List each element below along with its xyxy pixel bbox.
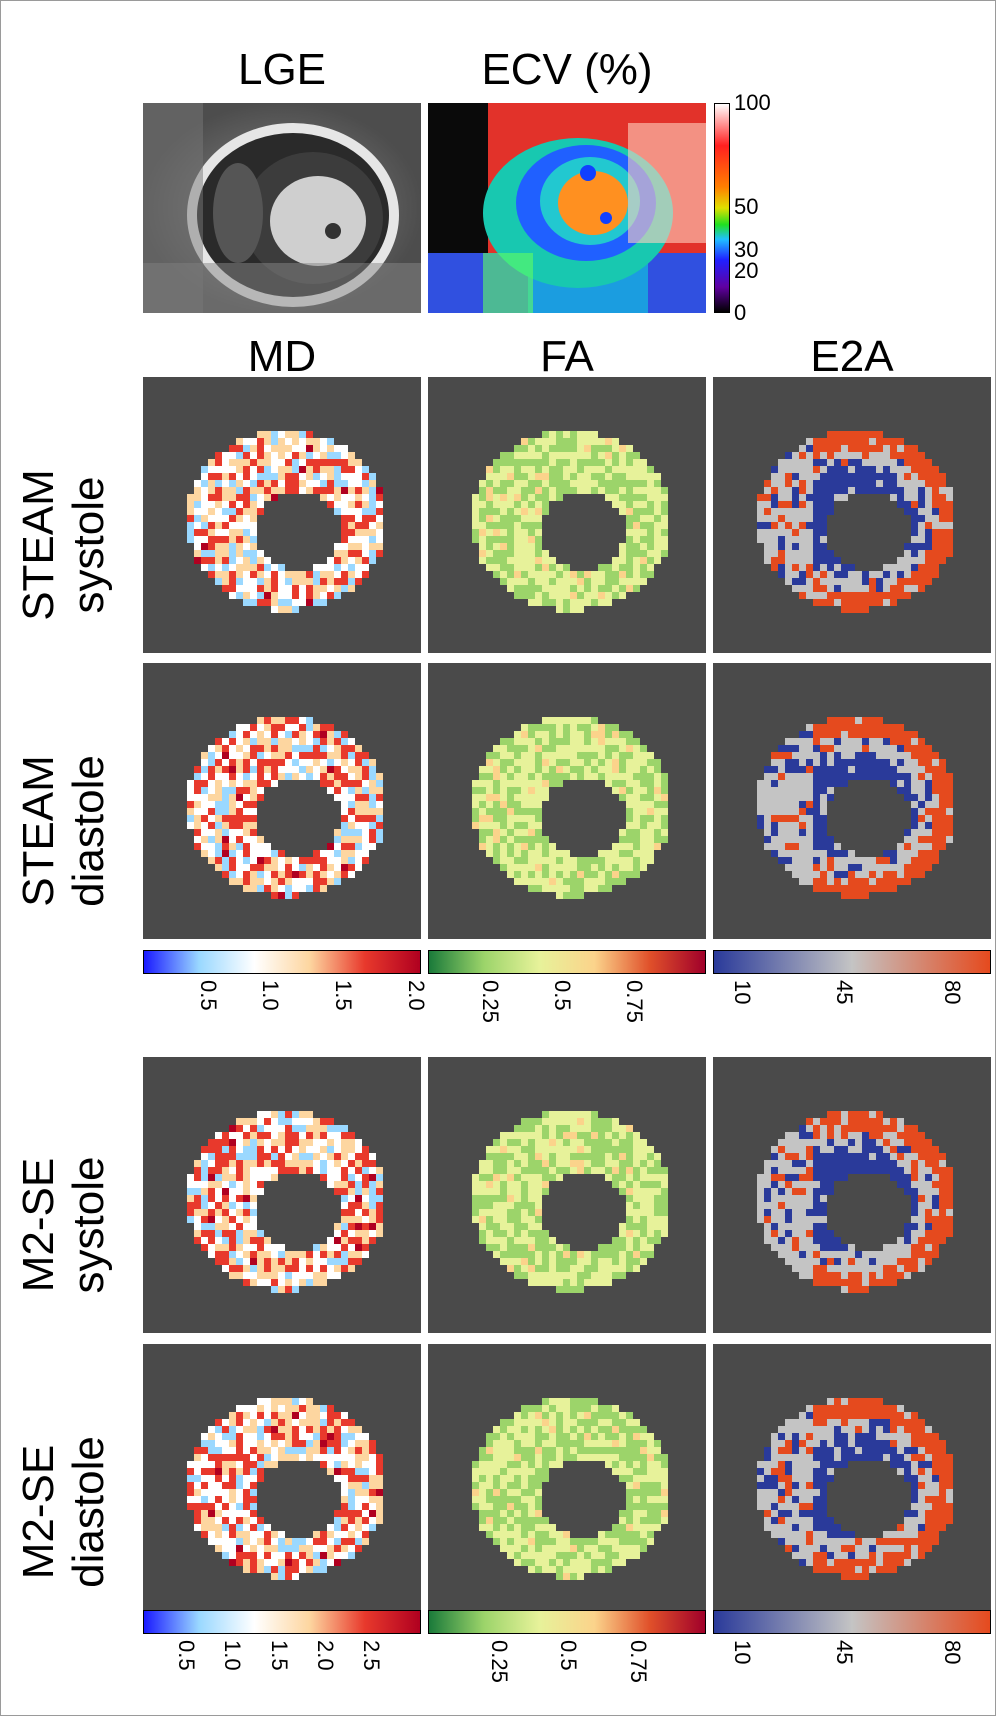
- e2a-colorbar-steam: [713, 950, 991, 974]
- map-panel-e2a-m2se-systole: [713, 1057, 991, 1333]
- e2a-tick-m2se: 10: [730, 1640, 755, 1665]
- row-label-line1: M2-SE: [14, 1444, 63, 1580]
- row-label-m2se-diastole: M2-SE diastole: [14, 1397, 114, 1627]
- lge-image: [143, 103, 421, 313]
- md-tick-m2se: 0.5: [174, 1640, 199, 1671]
- row-label-steam-systole: STEAM systole: [14, 430, 114, 660]
- row-label-line2: systole: [64, 476, 113, 614]
- fa-tick-steam: 0.75: [622, 980, 647, 1023]
- map-panel-e2a-steam-systole: [713, 377, 991, 653]
- e2a-tick-steam: 80: [940, 980, 965, 1005]
- map-panel-md-m2se-systole: [143, 1057, 421, 1333]
- row-label-steam-diastole: STEAM diastole: [14, 716, 114, 946]
- e2a-colorbar-m2se: [713, 1610, 991, 1634]
- row-label-line1: M2-SE: [14, 1157, 63, 1293]
- column-title-e2a: E2A: [810, 332, 894, 381]
- ecv-title: ECV (%): [481, 45, 653, 94]
- row-label-m2se-systole: M2-SE systole: [14, 1110, 114, 1340]
- md-tick-steam: 1.0: [258, 980, 283, 1011]
- row-label-line1: STEAM: [14, 469, 63, 621]
- fa-tick-m2se: 0.5: [556, 1640, 581, 1671]
- fa-tick-m2se: 0.75: [626, 1640, 651, 1683]
- map-panel-fa-steam-systole: [428, 377, 706, 653]
- e2a-tick-steam: 10: [730, 980, 755, 1005]
- lge-title: LGE: [237, 45, 327, 94]
- map-panel-fa-m2se-systole: [428, 1057, 706, 1333]
- column-title-md: MD: [247, 332, 317, 381]
- e2a-tick-steam: 45: [832, 980, 857, 1005]
- map-panel-e2a-steam-diastole: [713, 663, 991, 939]
- column-title-fa: FA: [540, 332, 594, 381]
- ecv-tick-50: 50: [734, 194, 759, 219]
- ecv-colorbar: [714, 103, 730, 313]
- md-tick-steam: 0.5: [196, 980, 221, 1011]
- md-tick-m2se: 1.5: [267, 1640, 292, 1671]
- fa-colorbar-m2se: [428, 1610, 706, 1634]
- fa-tick-steam: 0.5: [550, 980, 575, 1011]
- fa-tick-steam: 0.25: [478, 980, 503, 1023]
- e2a-tick-m2se: 80: [940, 1640, 965, 1665]
- ecv-tick-30: 30: [734, 237, 759, 262]
- md-tick-m2se: 2.0: [313, 1640, 338, 1671]
- md-tick-steam: 1.5: [331, 980, 356, 1011]
- map-panel-fa-steam-diastole: [428, 663, 706, 939]
- md-colorbar-steam: [143, 950, 421, 974]
- row-label-line2: systole: [64, 1156, 113, 1294]
- fa-colorbar-steam: [428, 950, 706, 974]
- map-panel-md-steam-systole: [143, 377, 421, 653]
- ecv-tick-20: 20: [734, 258, 759, 283]
- e2a-tick-m2se: 45: [832, 1640, 857, 1665]
- map-panel-fa-m2se-diastole: [428, 1344, 706, 1620]
- map-panel-e2a-m2se-diastole: [713, 1344, 991, 1620]
- ecv-tick-0: 0: [734, 300, 747, 325]
- map-panel-md-m2se-diastole: [143, 1344, 421, 1620]
- row-label-line1: STEAM: [14, 755, 63, 907]
- row-label-line2: diastole: [64, 755, 113, 907]
- md-tick-steam: 2.0: [404, 980, 429, 1011]
- row-label-line2: diastole: [64, 1436, 113, 1588]
- md-tick-m2se: 2.5: [359, 1640, 384, 1671]
- map-panel-md-steam-diastole: [143, 663, 421, 939]
- md-tick-m2se: 1.0: [220, 1640, 245, 1671]
- ecv-image: [428, 103, 706, 313]
- md-colorbar-m2se: [143, 1610, 421, 1634]
- ecv-tick-100: 100: [734, 90, 771, 115]
- fa-tick-m2se: 0.25: [487, 1640, 512, 1683]
